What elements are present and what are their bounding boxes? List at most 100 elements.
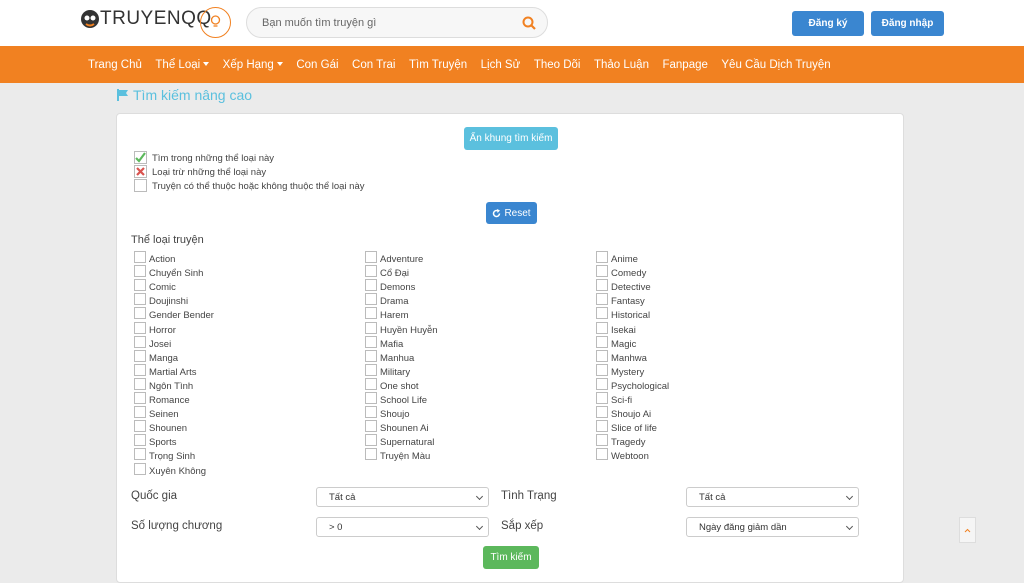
genre-checkbox[interactable]	[596, 434, 608, 447]
genre-checkbox[interactable]	[596, 293, 608, 306]
genre-checkbox[interactable]	[134, 279, 146, 292]
genre-label: Mafia	[380, 338, 404, 350]
nav-item[interactable]: Theo Dõi	[533, 58, 581, 71]
genre-label: Military	[380, 366, 411, 378]
login-button[interactable]: Đăng nhập	[871, 11, 944, 36]
nav-item[interactable]: Lịch Sử	[480, 58, 521, 71]
genre-checkbox[interactable]	[134, 335, 146, 348]
genre-label: Xuyên Không	[149, 465, 207, 477]
submit-button[interactable]: Tìm kiếm	[483, 546, 539, 569]
logo[interactable]: TRUYENQQ	[80, 8, 212, 30]
nav-item[interactable]: Xếp Hạng	[223, 59, 283, 71]
genre-checkbox[interactable]	[365, 377, 377, 390]
nav-item[interactable]: Con Gái	[296, 58, 339, 71]
filter-select[interactable]: Tất cả	[686, 487, 859, 507]
genre-checkbox[interactable]	[596, 406, 608, 419]
genre-label: Comic	[149, 282, 176, 294]
genre-checkbox[interactable]	[134, 251, 146, 263]
genre-checkbox[interactable]	[134, 462, 146, 475]
nav-item[interactable]: Tìm Truyện	[408, 58, 468, 71]
genre-checkbox[interactable]	[365, 251, 377, 263]
genre-checkbox[interactable]	[365, 420, 377, 433]
search-placeholder: Bạn muốn tìm truyện gì	[262, 17, 377, 29]
genre-label: Gender Bender	[149, 310, 214, 322]
genre-checkbox[interactable]	[365, 307, 377, 320]
genre-label: Fantasy	[611, 296, 645, 308]
genre-checkbox[interactable]	[596, 279, 608, 292]
genre-checkbox[interactable]	[365, 265, 377, 278]
genre-label: Historical	[611, 310, 651, 322]
genre-checkbox[interactable]	[134, 321, 146, 334]
filter-select[interactable]: Ngày đăng giảm dần	[686, 517, 859, 537]
genre-checkbox[interactable]	[365, 448, 377, 461]
search-input[interactable]: Bạn muốn tìm truyện gì	[246, 7, 548, 38]
genre-checkbox[interactable]	[596, 363, 608, 376]
genre-label: Cổ Đại	[380, 268, 410, 280]
genre-checkbox[interactable]	[596, 448, 608, 461]
genre-label: Sports	[149, 437, 177, 449]
genre-label: Webtoon	[611, 451, 649, 463]
flag-icon	[117, 89, 128, 101]
genre-label: Isekai	[611, 324, 636, 336]
option-label: Loại trừ những thể loại này	[152, 167, 267, 178]
genre-checkbox[interactable]	[134, 392, 146, 404]
genre-checkbox[interactable]	[365, 434, 377, 447]
genre-checkbox[interactable]	[134, 420, 146, 433]
option-checkbox[interactable]	[134, 151, 147, 169]
filter-label: Quốc gia	[131, 490, 178, 502]
reset-button[interactable]: Reset	[486, 202, 537, 224]
genre-checkbox[interactable]	[134, 307, 146, 320]
genre-checkbox[interactable]	[365, 279, 377, 292]
nav-item[interactable]: Fanpage	[662, 58, 708, 71]
register-button[interactable]: Đăng ký	[792, 11, 864, 36]
nav-item[interactable]: Yêu Cầu Dịch Truyện	[721, 58, 831, 71]
genre-checkbox[interactable]	[596, 392, 608, 404]
filter-select[interactable]: > 0	[316, 517, 489, 537]
nav-item[interactable]: Trang Chủ	[88, 58, 142, 71]
option-checkbox[interactable]	[134, 179, 147, 197]
genre-label: Horror	[149, 324, 176, 336]
theme-toggle[interactable]	[200, 7, 231, 38]
nav-bar: Trang Chủ Thể Loại Xếp Hạng Con Gái Con Trai…	[0, 46, 1024, 83]
genre-label: School Life	[380, 395, 428, 406]
genre-checkbox[interactable]	[134, 434, 146, 447]
genre-checkbox[interactable]	[596, 420, 608, 433]
filter-select[interactable]: Tất cả	[316, 487, 489, 507]
genre-label: Romance	[149, 395, 190, 406]
genre-checkbox[interactable]	[134, 349, 146, 362]
genre-checkbox[interactable]	[365, 335, 377, 348]
search-icon[interactable]	[522, 16, 536, 30]
option-label: Tìm trong những thể loại này	[152, 153, 275, 164]
genre-checkbox[interactable]	[134, 377, 146, 390]
genre-checkbox[interactable]	[365, 392, 377, 404]
genre-checkbox[interactable]	[365, 406, 377, 419]
nav-item[interactable]: Thảo Luận	[593, 58, 649, 71]
genre-checkbox[interactable]	[134, 363, 146, 376]
genre-checkbox[interactable]	[596, 251, 608, 263]
genre-checkbox[interactable]	[365, 321, 377, 334]
option-checkbox[interactable]	[134, 165, 147, 183]
page-title: Tìm kiếm nâng cao	[133, 87, 253, 103]
genre-label: Shounen	[149, 423, 188, 435]
genre-checkbox[interactable]	[134, 406, 146, 419]
nav-item[interactable]: Con Trai	[352, 58, 396, 71]
nav-item[interactable]: Thể Loại	[155, 59, 209, 71]
genre-checkbox[interactable]	[596, 321, 608, 334]
genre-label: Shoujo	[380, 409, 410, 421]
genre-checkbox[interactable]	[596, 377, 608, 390]
genre-label: Slice of life	[611, 423, 657, 435]
genre-checkbox[interactable]	[596, 335, 608, 348]
scroll-top-button[interactable]	[959, 517, 976, 543]
genre-checkbox[interactable]	[596, 349, 608, 362]
hide-search-button[interactable]: Ẩn khung tìm kiếm	[464, 127, 558, 150]
genre-checkbox[interactable]	[134, 293, 146, 306]
filter-label: Tình Trạng	[501, 490, 557, 502]
genre-checkbox[interactable]	[365, 293, 377, 306]
genre-checkbox[interactable]	[134, 265, 146, 278]
genre-checkbox[interactable]	[596, 265, 608, 278]
genre-checkbox[interactable]	[134, 448, 146, 461]
genre-checkbox[interactable]	[365, 349, 377, 362]
genre-checkbox[interactable]	[365, 363, 377, 376]
genre-checkbox[interactable]	[596, 307, 608, 320]
